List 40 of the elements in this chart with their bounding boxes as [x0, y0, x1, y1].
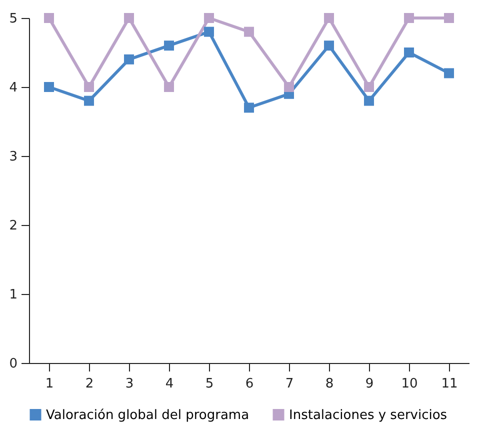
y-tick-label: 1 — [9, 288, 18, 302]
y-tick-label: 2 — [9, 218, 18, 234]
point — [44, 13, 54, 23]
point — [404, 13, 414, 23]
y-tick-label: 5 — [9, 12, 18, 26]
legend-label: Instalaciones y servicios — [289, 408, 448, 423]
x-tick-label: 5 — [205, 376, 214, 392]
point — [124, 13, 134, 23]
y-tick-label: 0 — [9, 356, 18, 372]
point — [244, 102, 254, 113]
point — [364, 82, 374, 92]
x-tick-label: 11 — [441, 376, 458, 392]
x-tick-label: 8 — [325, 376, 334, 392]
x-tick-label: 6 — [245, 376, 254, 392]
point — [164, 82, 174, 92]
x-tick-label: 1 — [45, 376, 54, 392]
point — [404, 48, 414, 58]
point — [84, 82, 94, 92]
x-tick-label: 2 — [85, 376, 94, 392]
y-tick-label: 4 — [9, 80, 18, 96]
point — [124, 54, 134, 64]
point — [364, 96, 374, 106]
point — [164, 40, 174, 51]
legend-label: Valoración global del programa — [46, 408, 250, 423]
y-tick-label: 3 — [9, 150, 18, 164]
x-tick-label: 3 — [125, 376, 134, 392]
point — [84, 96, 94, 106]
x-tick-label: 7 — [285, 376, 294, 392]
point — [244, 26, 254, 37]
point — [444, 68, 454, 78]
point — [204, 26, 214, 37]
x-tick-label: 4 — [165, 376, 174, 392]
point — [324, 13, 334, 23]
point — [44, 82, 54, 92]
x-tick-label: 10 — [401, 376, 418, 392]
point — [324, 40, 334, 51]
point — [444, 13, 454, 23]
point — [284, 82, 294, 92]
point — [204, 13, 214, 23]
x-tick-label: 9 — [365, 376, 374, 392]
